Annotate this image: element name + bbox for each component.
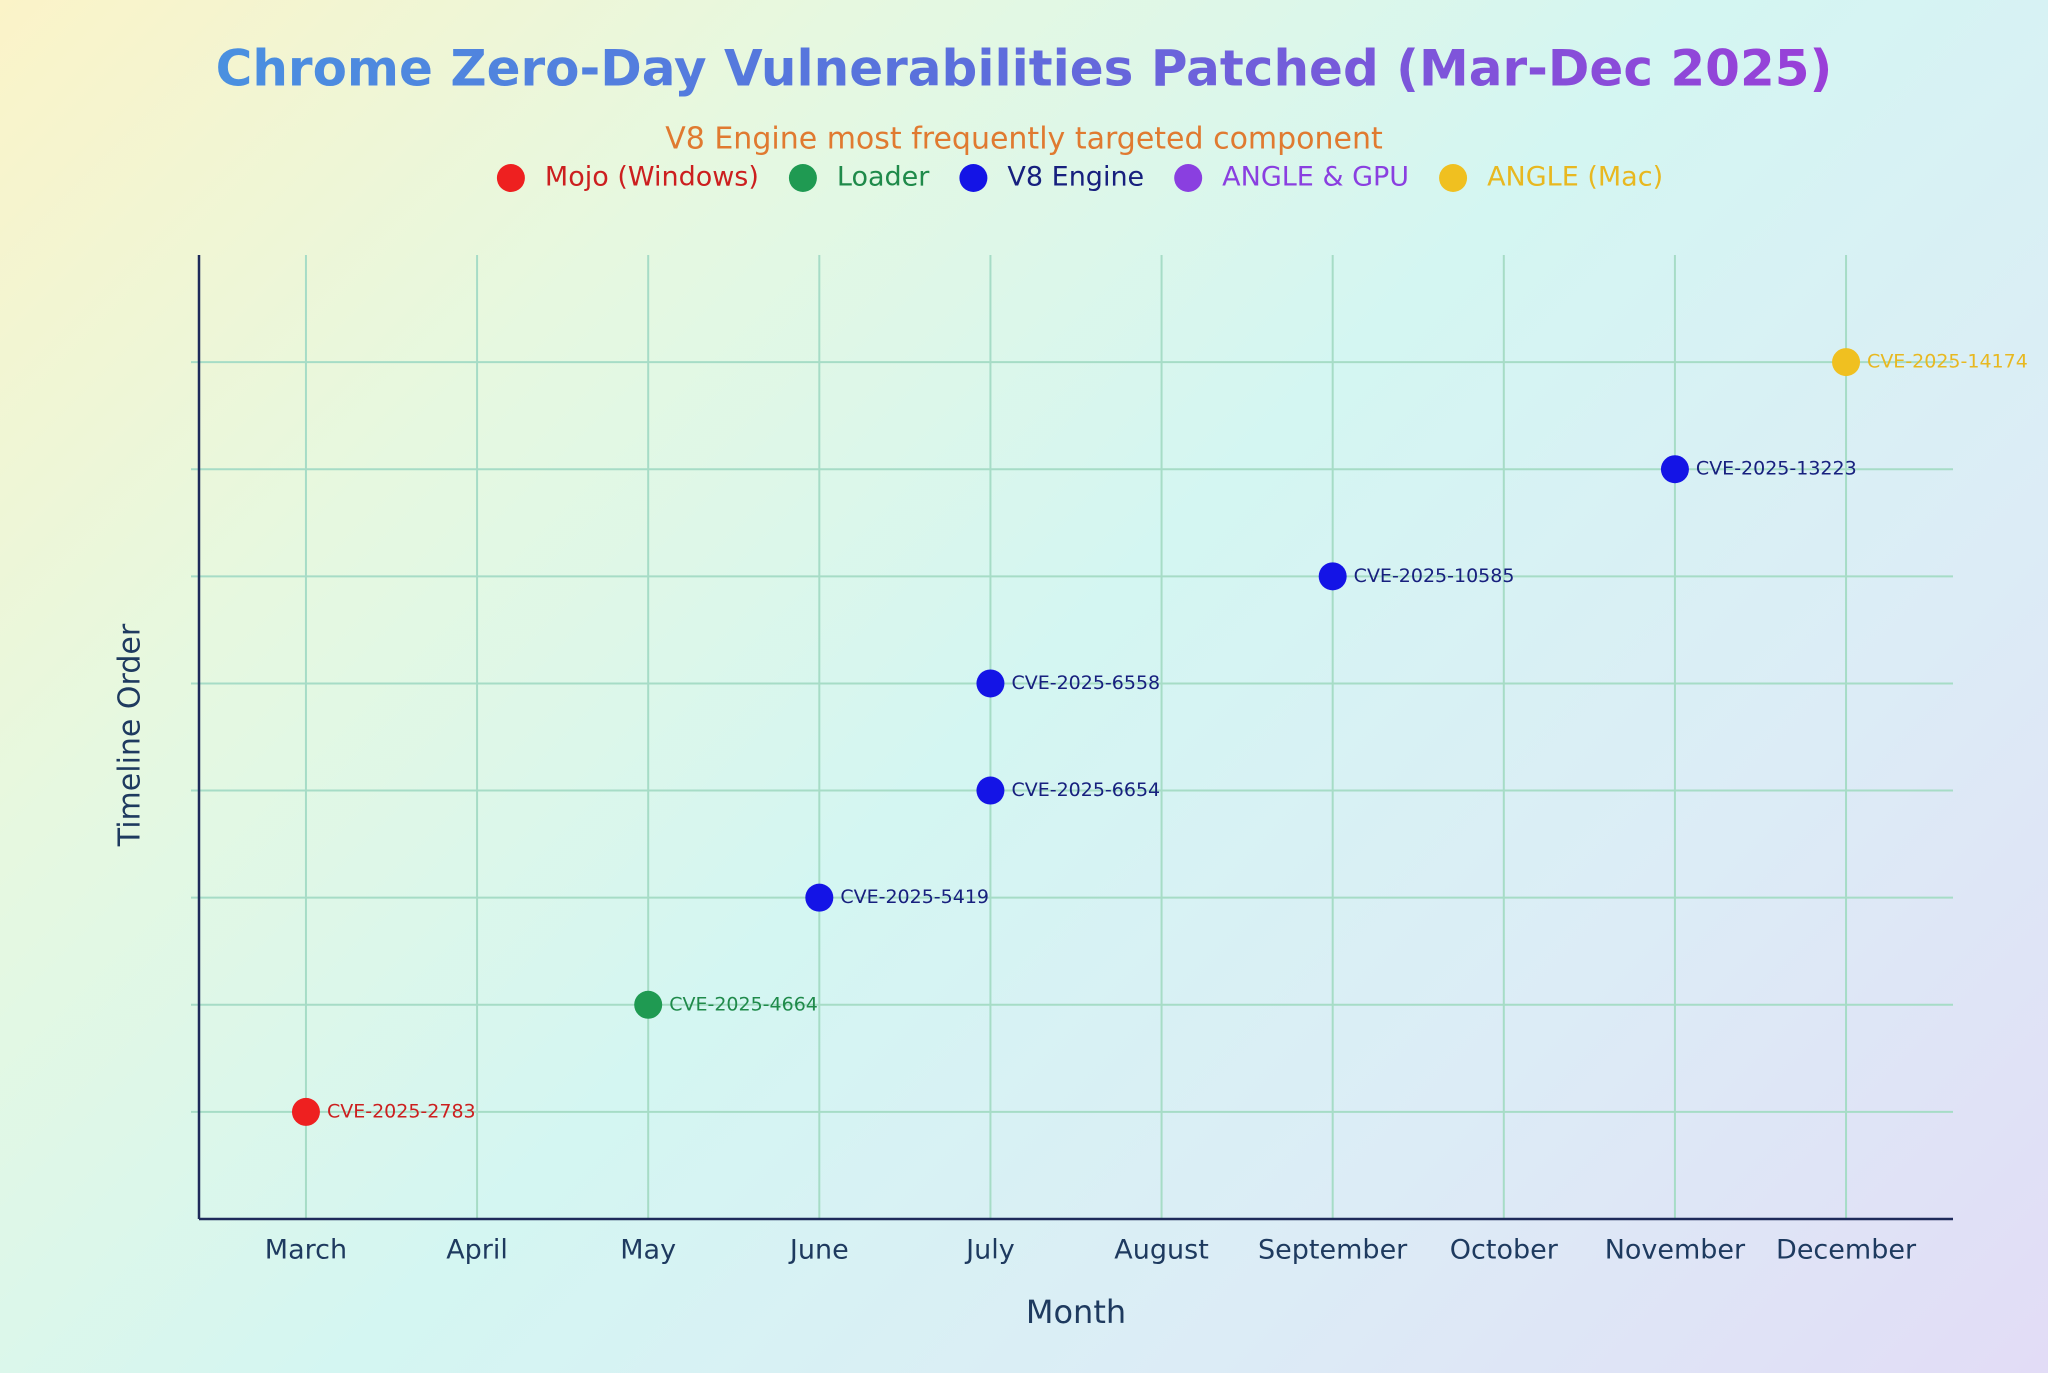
x-axis-title: Month bbox=[1026, 1293, 1126, 1331]
legend-item: V8 Engine bbox=[959, 162, 1144, 193]
data-point bbox=[634, 990, 663, 1019]
x-tick-label: September bbox=[1258, 1235, 1408, 1266]
legend: Mojo (Windows) Loader V8 Engine ANGLE & GPU… bbox=[496, 162, 1663, 193]
legend-marker bbox=[496, 164, 525, 192]
point-label: CVE-2025-4664 bbox=[669, 993, 818, 1015]
point-label: CVE-2025-6558 bbox=[1011, 672, 1160, 694]
x-tick-label: June bbox=[788, 1235, 849, 1266]
legend-label: ANGLE & GPU bbox=[1222, 162, 1409, 193]
legend-marker bbox=[1174, 164, 1203, 192]
data-point bbox=[805, 883, 834, 912]
point-label: CVE-2025-10585 bbox=[1354, 565, 1515, 587]
legend-item: ANGLE (Mac) bbox=[1439, 162, 1663, 193]
data-point bbox=[291, 1097, 320, 1126]
data-point bbox=[1832, 348, 1861, 377]
x-tick-label: May bbox=[620, 1235, 676, 1266]
y-axis-title: Timeline Order bbox=[113, 623, 148, 847]
legend-marker bbox=[1439, 164, 1468, 192]
x-tick-label: March bbox=[265, 1235, 347, 1266]
legend-label: V8 Engine bbox=[1007, 162, 1144, 193]
chart-subtitle: V8 Engine most frequently targeted compo… bbox=[665, 122, 1383, 157]
x-tick-label: July bbox=[964, 1235, 1015, 1266]
x-tick-label: December bbox=[1776, 1235, 1917, 1266]
point-label: CVE-2025-6654 bbox=[1011, 779, 1160, 801]
legend-marker bbox=[788, 164, 817, 192]
point-label: CVE-2025-13223 bbox=[1696, 458, 1857, 480]
point-label: CVE-2025-2783 bbox=[327, 1100, 476, 1122]
legend-item: Mojo (Windows) bbox=[496, 162, 759, 193]
data-point bbox=[976, 669, 1005, 698]
legend-label: Mojo (Windows) bbox=[545, 162, 759, 193]
data-point bbox=[1318, 562, 1347, 591]
legend-marker bbox=[959, 164, 988, 192]
point-label: CVE-2025-5419 bbox=[840, 886, 989, 908]
point-label: CVE-2025-14174 bbox=[1867, 351, 2028, 373]
chart-title: Chrome Zero-Day Vulnerabilities Patched … bbox=[216, 40, 1833, 98]
legend-item: ANGLE & GPU bbox=[1174, 162, 1409, 193]
data-point bbox=[976, 776, 1005, 805]
legend-label: ANGLE (Mac) bbox=[1487, 162, 1663, 193]
x-tick-label: August bbox=[1114, 1235, 1209, 1266]
x-tick-label: October bbox=[1450, 1235, 1559, 1266]
x-tick-label: April bbox=[446, 1235, 508, 1266]
legend-item: Loader bbox=[788, 162, 930, 193]
legend-label: Loader bbox=[837, 162, 930, 193]
data-point bbox=[1660, 455, 1689, 484]
x-tick-label: November bbox=[1605, 1235, 1746, 1266]
